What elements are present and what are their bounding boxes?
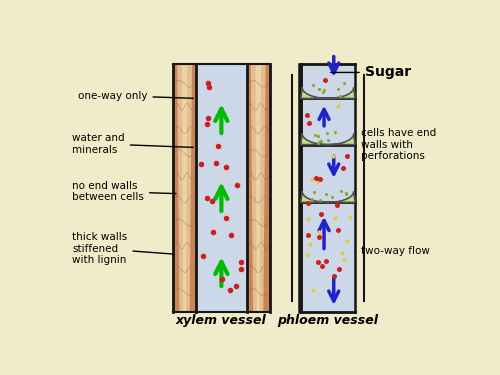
Point [310, 132, 318, 138]
Polygon shape [182, 64, 188, 312]
Polygon shape [246, 64, 270, 312]
Polygon shape [250, 64, 266, 312]
Point [209, 229, 217, 235]
Point [232, 283, 239, 289]
Point [204, 116, 212, 122]
Point [340, 80, 347, 86]
Point [317, 138, 325, 144]
Point [337, 188, 345, 194]
Point [198, 253, 206, 259]
Point [332, 216, 340, 222]
Text: cells have end
walls with
perforations: cells have end walls with perforations [355, 128, 436, 161]
Point [318, 89, 326, 95]
Point [322, 191, 330, 197]
Point [197, 161, 205, 167]
Point [328, 194, 336, 200]
Point [308, 196, 316, 202]
Point [222, 164, 230, 170]
Point [312, 175, 320, 181]
Text: phloem vessel: phloem vessel [278, 314, 378, 327]
Polygon shape [173, 64, 196, 312]
Point [316, 176, 324, 181]
Point [334, 86, 342, 92]
Point [314, 133, 322, 139]
Point [315, 229, 323, 235]
Point [315, 86, 323, 92]
Point [324, 130, 332, 136]
Point [222, 215, 230, 221]
Point [306, 120, 314, 126]
Point [202, 195, 210, 201]
Point [214, 143, 222, 149]
Point [208, 198, 216, 204]
Polygon shape [177, 64, 192, 312]
Point [304, 232, 312, 238]
Point [306, 241, 314, 247]
Text: thick walls
stiffened
with lignin: thick walls stiffened with lignin [72, 232, 174, 265]
Polygon shape [256, 64, 261, 312]
Point [205, 84, 213, 90]
Point [236, 266, 244, 272]
Polygon shape [301, 191, 355, 202]
Point [338, 250, 345, 256]
Point [346, 214, 354, 220]
Point [320, 87, 328, 93]
Point [318, 263, 326, 269]
Bar [196, 64, 246, 312]
Point [228, 232, 235, 238]
Point [330, 153, 338, 159]
Bar [301, 64, 355, 312]
Point [238, 259, 246, 265]
Point [204, 80, 212, 86]
Text: Sugar: Sugar [330, 65, 411, 80]
Text: water and
minerals: water and minerals [72, 133, 194, 154]
Point [218, 276, 226, 282]
Point [342, 238, 350, 244]
Polygon shape [301, 87, 355, 98]
Point [315, 176, 323, 182]
Point [334, 227, 342, 233]
Point [316, 138, 324, 144]
Point [308, 176, 316, 182]
Point [303, 252, 311, 258]
Point [322, 258, 330, 264]
Point [212, 160, 220, 166]
Point [336, 266, 344, 272]
Point [339, 165, 347, 171]
Point [334, 103, 342, 109]
Point [314, 140, 322, 146]
Point [314, 260, 322, 266]
Point [233, 182, 241, 188]
Point [324, 137, 332, 143]
Text: one-way only: one-way only [78, 90, 194, 101]
Point [336, 93, 344, 99]
Point [316, 197, 324, 203]
Polygon shape [301, 134, 355, 145]
Point [226, 287, 234, 293]
Point [314, 178, 322, 184]
Point [304, 216, 312, 222]
Point [315, 234, 323, 240]
Point [330, 273, 338, 279]
Text: xylem vessel: xylem vessel [176, 314, 267, 327]
Point [202, 121, 210, 127]
Point [303, 112, 311, 118]
Point [343, 153, 351, 159]
Point [342, 191, 349, 197]
Point [309, 287, 317, 293]
Point [322, 78, 330, 84]
Point [309, 82, 317, 88]
Text: two-way flow: two-way flow [355, 246, 430, 256]
Point [315, 87, 323, 93]
Point [333, 202, 341, 208]
Point [331, 129, 339, 135]
Point [340, 257, 347, 263]
Point [342, 190, 349, 196]
Point [304, 200, 312, 206]
Point [318, 211, 326, 217]
Text: no end walls
between cells: no end walls between cells [72, 181, 176, 202]
Point [310, 189, 318, 195]
